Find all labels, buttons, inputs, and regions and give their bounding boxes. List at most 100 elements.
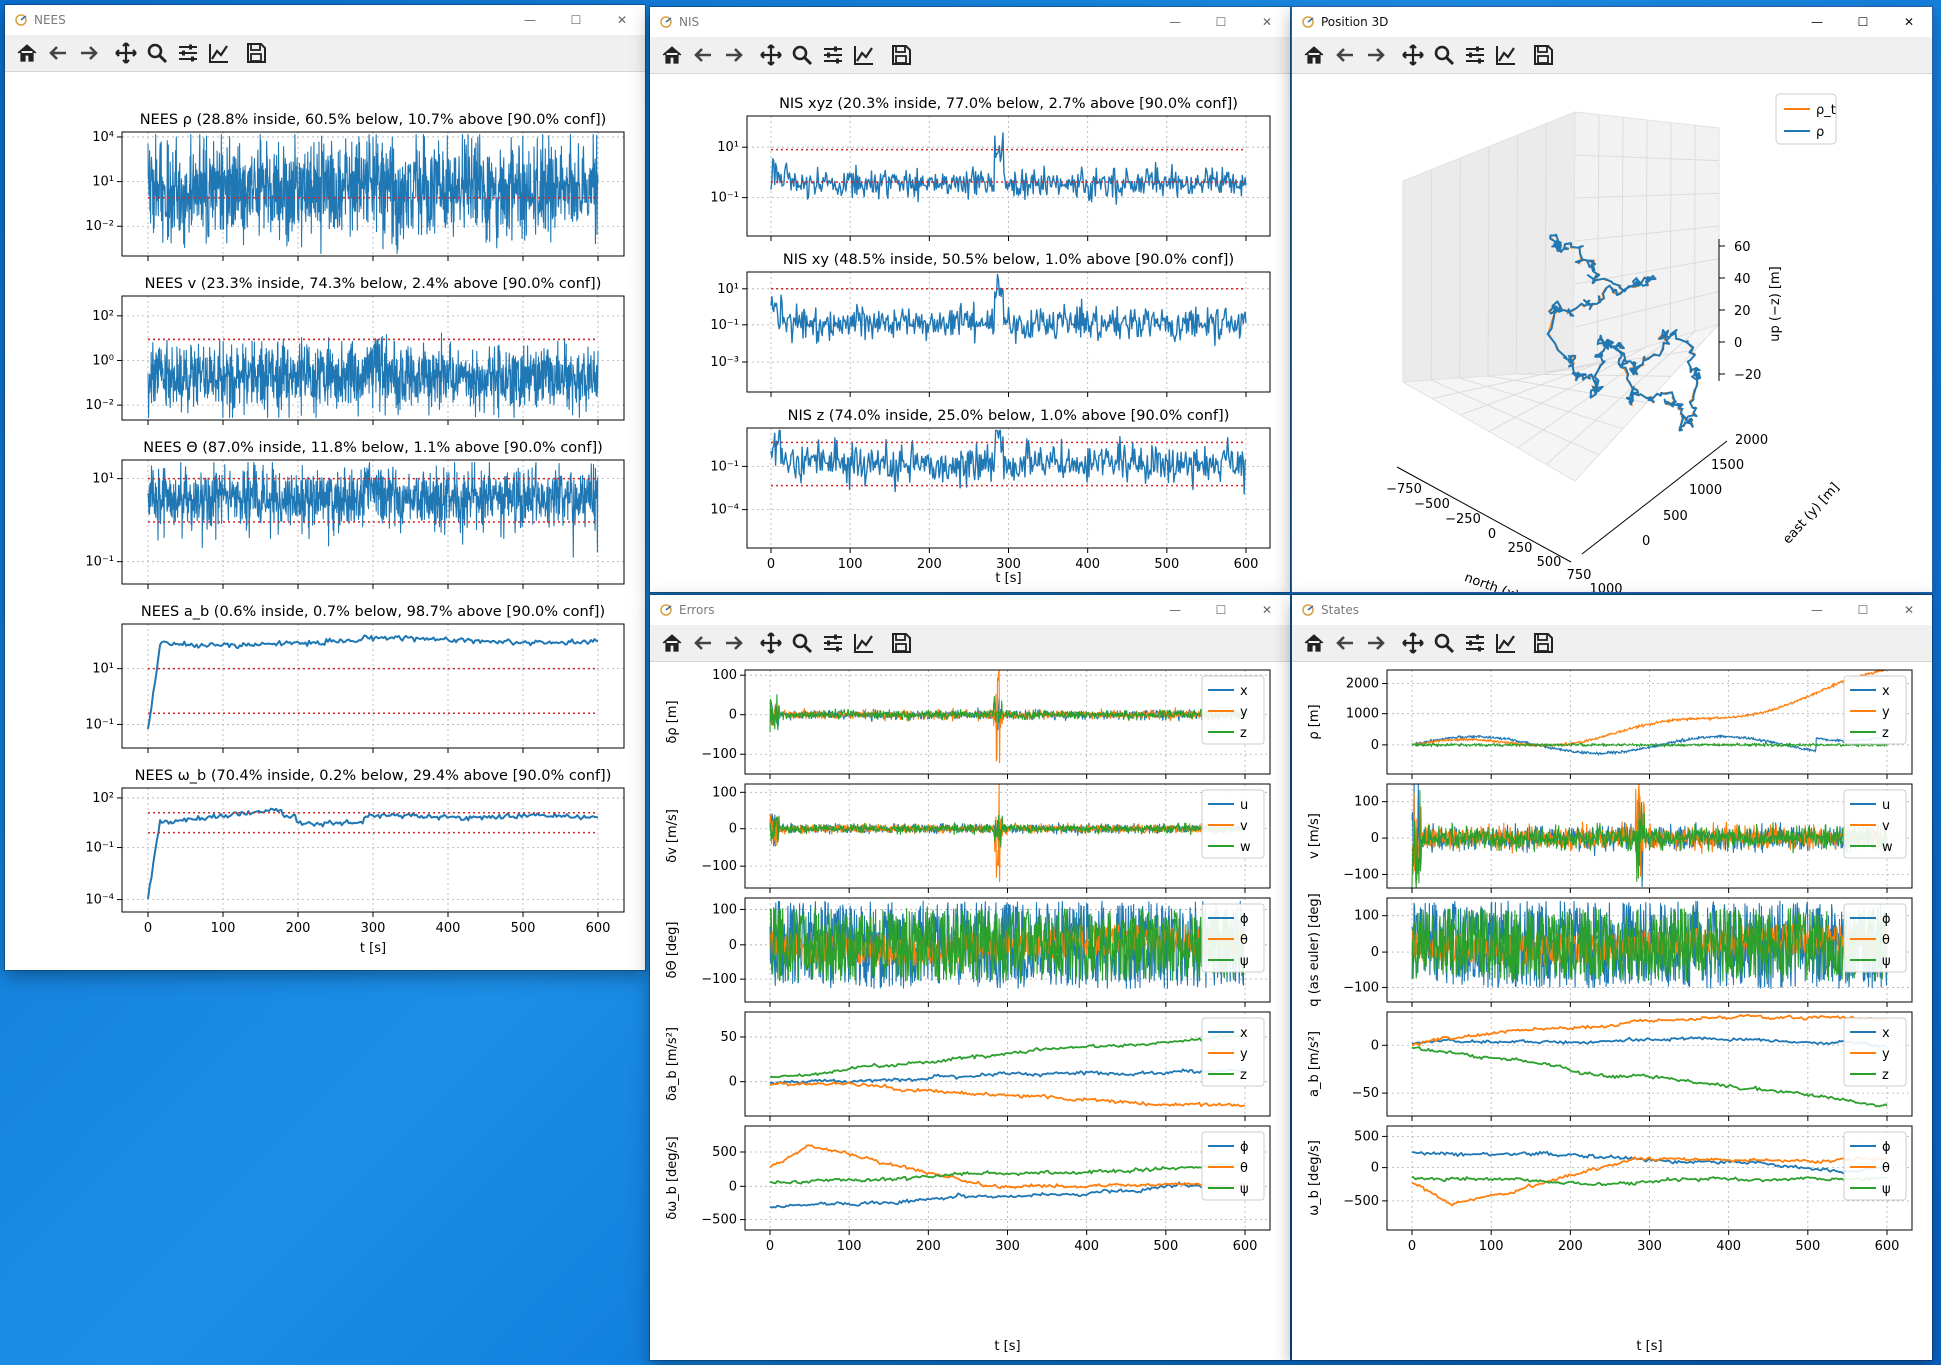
err-subplot: 0 100 200 300 400 500 600 500 0 −500 δω_b [deg/s]	[665, 1125, 1271, 1254]
pan-move-button[interactable]	[755, 40, 786, 70]
legend-label: ϕ	[1240, 912, 1249, 927]
minimize-button[interactable]: —	[1811, 603, 1823, 617]
legend-label: ϕ	[1882, 1140, 1891, 1155]
y-tick-label: 10²	[92, 309, 114, 324]
position3d-titlebar[interactable]: Position 3D — ☐ ✕	[1292, 7, 1932, 37]
sta-subplot: 100 0 −100 v [m/s]	[1307, 783, 1913, 893]
forward-arrow-button[interactable]	[718, 40, 749, 70]
y-tick-label: −100	[1343, 867, 1379, 882]
subplots-config-button[interactable]	[817, 628, 848, 658]
close-button[interactable]: ✕	[1903, 15, 1915, 29]
save-floppy-button[interactable]	[1527, 40, 1558, 70]
y-tick-label: 2000	[1735, 433, 1768, 448]
states-titlebar[interactable]: States — ☐ ✕	[1292, 595, 1932, 625]
legend-box	[1775, 93, 1837, 145]
sta-series-line	[1411, 1013, 1888, 1047]
back-arrow-button[interactable]	[42, 38, 73, 68]
subplots-config-button[interactable]	[1459, 40, 1490, 70]
zoom-magnifier-icon	[792, 633, 812, 654]
close-button[interactable]: ✕	[1261, 603, 1273, 617]
minimize-button[interactable]: —	[1169, 603, 1181, 617]
pan-move-button[interactable]	[1397, 40, 1428, 70]
x-tick-label: 300	[995, 1239, 1020, 1254]
forward-arrow-button[interactable]	[1360, 40, 1391, 70]
zoom-magnifier-button[interactable]	[1428, 40, 1459, 70]
edit-axis-icon	[853, 634, 873, 653]
nis-titlebar[interactable]: NIS — ☐ ✕	[650, 7, 1290, 37]
edit-axis-button[interactable]	[848, 628, 879, 658]
home-button[interactable]	[1298, 40, 1329, 70]
y-tick-label: −50	[1352, 1086, 1379, 1101]
x-tick-label: 200	[286, 921, 311, 936]
minimize-button[interactable]: —	[1811, 15, 1823, 29]
axes-frame	[744, 669, 1271, 775]
edit-axis-button[interactable]	[1490, 628, 1521, 658]
trajectory-estimate-line	[1546, 233, 1702, 432]
forward-arrow-button[interactable]	[1360, 628, 1391, 658]
maximize-button[interactable]: ☐	[1857, 15, 1869, 29]
home-button[interactable]	[11, 38, 42, 68]
subplots-config-button[interactable]	[1459, 628, 1490, 658]
err-series-line	[769, 907, 1246, 982]
nees-titlebar[interactable]: NEES — ☐ ✕	[5, 5, 645, 35]
maximize-button[interactable]: ☐	[1215, 603, 1227, 617]
x-tick-label: 1000	[1589, 582, 1622, 592]
legend-label: v	[1882, 819, 1890, 834]
home-button[interactable]	[656, 40, 687, 70]
forward-arrow-button[interactable]	[73, 38, 104, 68]
forward-arrow-button[interactable]	[718, 628, 749, 658]
save-floppy-button[interactable]	[885, 628, 916, 658]
close-button[interactable]: ✕	[616, 13, 628, 27]
x-axis-label: t [s]	[1636, 1339, 1662, 1354]
save-floppy-icon	[891, 633, 911, 653]
edit-axis-button[interactable]	[203, 38, 234, 68]
zoom-magnifier-button[interactable]	[786, 628, 817, 658]
legend: ϕθψ	[1201, 903, 1265, 973]
pan-move-button[interactable]	[1397, 628, 1428, 658]
subplots-config-button[interactable]	[172, 38, 203, 68]
home-button[interactable]	[656, 628, 687, 658]
y-tick-label: 10⁻¹	[710, 459, 739, 474]
back-arrow-button[interactable]	[687, 628, 718, 658]
y-tick-label: 10⁻¹	[85, 841, 114, 856]
zoom-magnifier-button[interactable]	[1428, 628, 1459, 658]
x-tick-label: 200	[916, 1239, 941, 1254]
edit-axis-button[interactable]	[848, 40, 879, 70]
err-subplot: 50 0 δa_b [m/s²]	[665, 1011, 1271, 1121]
back-arrow-button[interactable]	[1329, 40, 1360, 70]
x-tick-label: 500	[1153, 1239, 1178, 1254]
errors-titlebar[interactable]: Errors — ☐ ✕	[650, 595, 1290, 625]
subplots-config-button[interactable]	[817, 40, 848, 70]
maximize-button[interactable]: ☐	[1857, 603, 1869, 617]
y-tick-label: 100	[1354, 795, 1379, 810]
minimize-button[interactable]: —	[1169, 15, 1181, 29]
back-arrow-button[interactable]	[687, 40, 718, 70]
home-button[interactable]	[1298, 628, 1329, 658]
close-button[interactable]: ✕	[1903, 603, 1915, 617]
legend-label: θ	[1240, 933, 1248, 948]
zoom-magnifier-button[interactable]	[786, 40, 817, 70]
err-subplot: 100 0 −100 δρ [m]	[665, 668, 1271, 779]
save-floppy-button[interactable]	[885, 40, 916, 70]
zoom-magnifier-button[interactable]	[141, 38, 172, 68]
sta-series-line	[1411, 1036, 1888, 1048]
x-tick-label: −500	[1414, 497, 1450, 512]
y-tick-label: −100	[701, 972, 737, 987]
nis-subplot: 10¹ 10⁻¹ NIS xyz (20.3% inside, 77.0% belo…	[710, 96, 1271, 241]
minimize-button[interactable]: —	[524, 13, 536, 27]
save-floppy-button[interactable]	[1527, 628, 1558, 658]
save-floppy-button[interactable]	[240, 38, 271, 68]
legend-label-true: ρ_t	[1816, 103, 1836, 118]
pan-move-button[interactable]	[755, 628, 786, 658]
close-button[interactable]: ✕	[1261, 15, 1273, 29]
x-tick-label: 400	[1074, 1239, 1099, 1254]
y-tick-label: 10¹	[92, 175, 114, 190]
err-series-line	[769, 1181, 1246, 1209]
pan-move-icon	[759, 44, 782, 66]
maximize-button[interactable]: ☐	[1215, 15, 1227, 29]
states-toolbar	[1292, 625, 1932, 662]
back-arrow-button[interactable]	[1329, 628, 1360, 658]
edit-axis-button[interactable]	[1490, 40, 1521, 70]
maximize-button[interactable]: ☐	[570, 13, 582, 27]
pan-move-button[interactable]	[110, 38, 141, 68]
